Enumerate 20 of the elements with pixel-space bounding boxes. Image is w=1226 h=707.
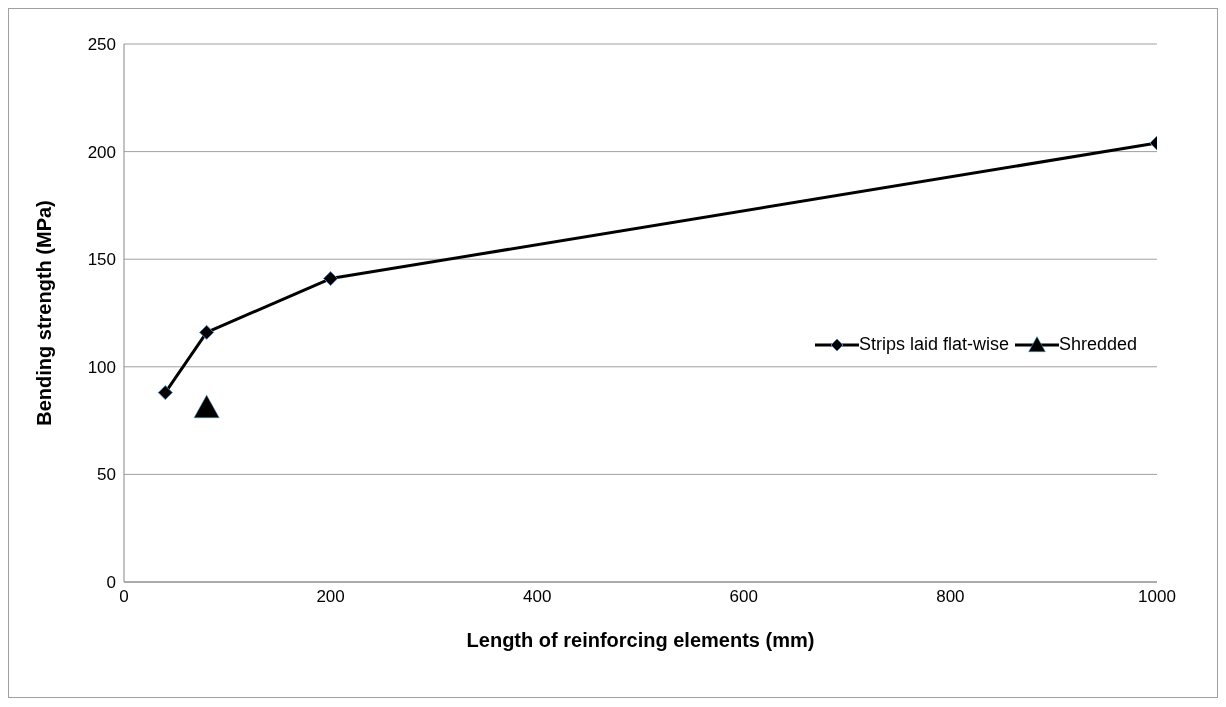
x-tick-label: 0: [119, 587, 129, 607]
y-tick-label: 250: [87, 35, 116, 55]
y-axis-title: Bending strength (MPa): [33, 200, 56, 426]
point: [199, 324, 215, 340]
y-tick-label: 100: [87, 357, 116, 377]
x-tick-label: 600: [729, 587, 758, 607]
point: [323, 271, 339, 287]
y-tick-label: 150: [87, 250, 116, 270]
x-axis-title: Length of reinforcing elements (mm): [466, 629, 815, 651]
legend-label: Strips laid flat-wise: [858, 334, 1009, 355]
x-tick-label: 800: [936, 587, 965, 607]
y-tick-label: 200: [87, 142, 116, 162]
y-tick-label: 0: [106, 573, 116, 593]
x-tick-label: 1000: [1138, 587, 1176, 607]
legend-label: Shredded: [1058, 334, 1137, 355]
point: [193, 394, 220, 419]
point: [157, 385, 173, 401]
y-tick-label: 50: [97, 465, 116, 485]
x-tick-label: 200: [316, 587, 345, 607]
x-tick-label: 400: [523, 587, 552, 607]
